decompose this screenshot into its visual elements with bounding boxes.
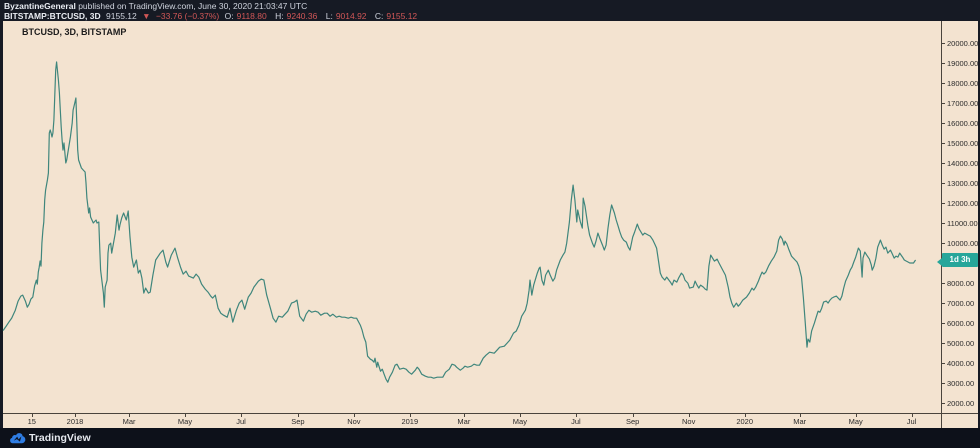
price-tick-label: 16000.00 (947, 118, 979, 128)
price-tick-label: 7000.00 (947, 299, 975, 309)
price-tick (941, 42, 945, 44)
price-tick (941, 102, 945, 104)
footer-bar: TradingView (0, 428, 980, 448)
time-tick (297, 413, 299, 417)
price-tick-label: 15000.00 (947, 138, 979, 148)
price-tick-label: 20000.00 (947, 38, 979, 48)
time-tick-label: 2018 (66, 417, 84, 426)
chart-plot-area[interactable] (3, 21, 978, 428)
countdown-badge-notch (937, 258, 942, 266)
price-tick (941, 162, 945, 164)
username: ByzantineGeneral (4, 1, 76, 11)
price-tick (941, 323, 945, 325)
time-tick-label: Nov (682, 417, 696, 426)
time-tick (519, 413, 521, 417)
symbol-ohlc-line: BITSTAMP:BTCUSD, 3D 9155.12 ▼ −33.76 (−0… (4, 11, 423, 21)
price-tick (941, 222, 945, 224)
tradingview-logo-icon[interactable] (9, 432, 26, 445)
time-tick (911, 413, 913, 417)
price-tick-label: 6000.00 (947, 319, 975, 329)
price-tick (941, 82, 945, 84)
price-tick-label: 19000.00 (947, 58, 979, 68)
ohlc-high: H: 9240.36 (275, 11, 318, 21)
time-tick-label: Jul (571, 417, 581, 426)
price-tick (941, 142, 945, 144)
price-tick (941, 383, 945, 385)
time-tick (463, 413, 465, 417)
price-tick-label: 8000.00 (947, 279, 975, 289)
time-axis-separator (3, 413, 978, 414)
time-tick (31, 413, 33, 417)
chart-legend[interactable]: BTCUSD, 3D, BITSTAMP (22, 27, 127, 37)
time-tick-label: Sep (291, 417, 305, 426)
price-tick-label: 18000.00 (947, 78, 979, 88)
time-tick (575, 413, 577, 417)
price-tick (941, 182, 945, 184)
price-tick-label: 3000.00 (947, 379, 975, 389)
price-tick-label: 12000.00 (947, 198, 979, 208)
price-tick (941, 243, 945, 244)
last-price: 9155.12 (106, 11, 137, 21)
price-axis-separator (941, 21, 942, 428)
price-tick (941, 303, 945, 305)
time-tick (185, 413, 186, 417)
time-tick (75, 413, 76, 417)
published-text: published on TradingView.com, June 30, 2… (78, 1, 308, 11)
time-tick-label: Jul (906, 417, 917, 426)
price-change: −33.76 (−0.37%) (155, 11, 220, 21)
price-tick (941, 62, 945, 64)
price-tick (941, 363, 945, 365)
time-tick-label: 2019 (401, 417, 419, 426)
price-tick (941, 403, 945, 405)
price-tick-label: 4000.00 (947, 359, 975, 369)
ohlc-close: C: 9155.12 (374, 11, 418, 21)
time-tick (353, 413, 355, 417)
down-arrow-icon: ▼ (142, 11, 151, 21)
time-tick-label: 15 (27, 417, 36, 426)
symbol-name: BITSTAMP:BTCUSD, 3D (4, 11, 101, 21)
time-tick (855, 413, 857, 417)
price-tick (941, 343, 945, 345)
time-tick-label: Sep (626, 417, 640, 426)
price-tick-label: 13000.00 (947, 178, 979, 188)
time-tick-label: Mar (457, 417, 471, 426)
time-tick (744, 413, 746, 417)
time-tick-label: Jul (236, 417, 246, 426)
ohlc-low: L: 9014.92 (325, 11, 367, 21)
time-tick (241, 413, 242, 417)
time-tick (799, 413, 801, 417)
time-tick-label: May (177, 417, 193, 426)
price-tick-label: 2000.00 (947, 399, 975, 409)
price-tick-label: 11000.00 (947, 218, 978, 228)
price-tick (941, 122, 945, 124)
time-tick-label: Mar (793, 417, 807, 426)
time-tick-label: May (848, 417, 863, 426)
price-tick (941, 283, 945, 285)
time-tick-label: Nov (347, 417, 361, 426)
footer-brand[interactable]: TradingView (29, 432, 91, 444)
price-tick-label: 10000.00 (947, 239, 979, 248)
price-tick-label: 17000.00 (947, 98, 979, 108)
time-tick (129, 413, 131, 417)
time-tick (632, 413, 634, 417)
time-tick (409, 413, 411, 417)
time-tick-label: Mar (122, 417, 136, 426)
published-line: ByzantineGeneral published on TradingVie… (4, 1, 307, 11)
price-tick (941, 202, 945, 204)
countdown-badge: 1d 3h (942, 253, 978, 267)
price-tick-label: 14000.00 (947, 158, 979, 168)
time-tick-label: 2020 (736, 417, 754, 426)
time-tick (688, 413, 690, 417)
price-tick-label: 5000.00 (947, 339, 975, 349)
ohlc-open: O: 9118.80 (224, 11, 267, 21)
time-tick-label: May (512, 417, 527, 426)
snapshot-header: ByzantineGeneral published on TradingVie… (0, 0, 980, 21)
